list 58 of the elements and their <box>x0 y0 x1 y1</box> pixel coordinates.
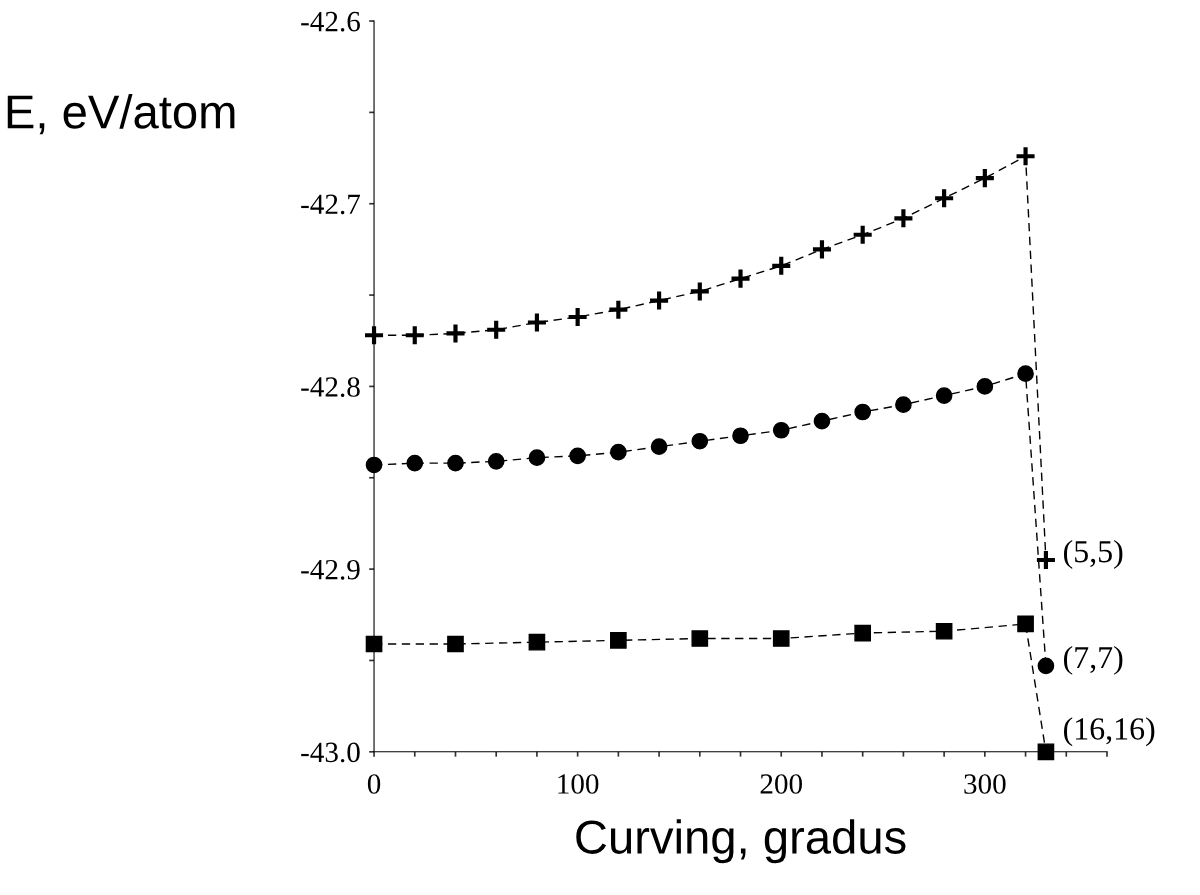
point <box>935 622 953 640</box>
point <box>525 311 549 334</box>
point <box>691 630 709 647</box>
x-tick-label: 300 <box>964 774 1006 794</box>
point <box>487 452 505 470</box>
point <box>973 167 996 190</box>
point <box>892 207 915 230</box>
point <box>610 443 627 461</box>
point <box>528 449 546 467</box>
point <box>851 223 874 246</box>
series-label: (7,7) <box>1063 645 1123 675</box>
point <box>1017 365 1034 382</box>
point <box>485 318 508 341</box>
point <box>403 324 426 347</box>
x-axis-title: Curving, gradus <box>576 819 906 864</box>
point <box>688 280 711 303</box>
point <box>691 432 709 450</box>
point <box>729 267 752 290</box>
y-tick-label: -42.8 <box>301 377 360 397</box>
point <box>447 635 464 653</box>
y-axis-title: E, eV/atom <box>7 94 235 135</box>
point <box>610 632 627 649</box>
point <box>854 624 872 642</box>
point <box>770 254 793 277</box>
point <box>1037 743 1055 761</box>
point <box>1014 145 1037 168</box>
point <box>772 630 790 647</box>
point <box>810 238 834 261</box>
point <box>650 438 668 456</box>
point <box>854 403 872 421</box>
point <box>569 447 586 465</box>
x-tick-label: 100 <box>558 774 599 794</box>
point <box>732 427 749 445</box>
point <box>976 378 994 395</box>
point <box>933 187 956 210</box>
series-label: (5,5) <box>1063 539 1123 569</box>
point <box>607 298 630 321</box>
x-tick-label: 200 <box>760 774 802 794</box>
point <box>566 305 589 329</box>
point <box>1017 615 1034 633</box>
point <box>447 454 464 472</box>
point <box>528 633 546 651</box>
series-label: (16,16) <box>1063 717 1155 747</box>
point <box>1037 657 1055 675</box>
point <box>647 289 671 312</box>
point <box>813 412 831 430</box>
y-tick-label: -42.6 <box>301 11 360 32</box>
point <box>772 421 790 439</box>
y-tick-label: -42.7 <box>301 194 361 215</box>
point <box>444 322 467 345</box>
point <box>1034 548 1058 572</box>
y-tick-label: -43.0 <box>301 742 360 763</box>
point <box>895 396 912 414</box>
point <box>362 324 386 347</box>
y-tick-label: -42.9 <box>301 559 360 580</box>
x-tick-label: 0 <box>367 774 381 794</box>
point <box>935 387 953 404</box>
point <box>406 454 424 472</box>
